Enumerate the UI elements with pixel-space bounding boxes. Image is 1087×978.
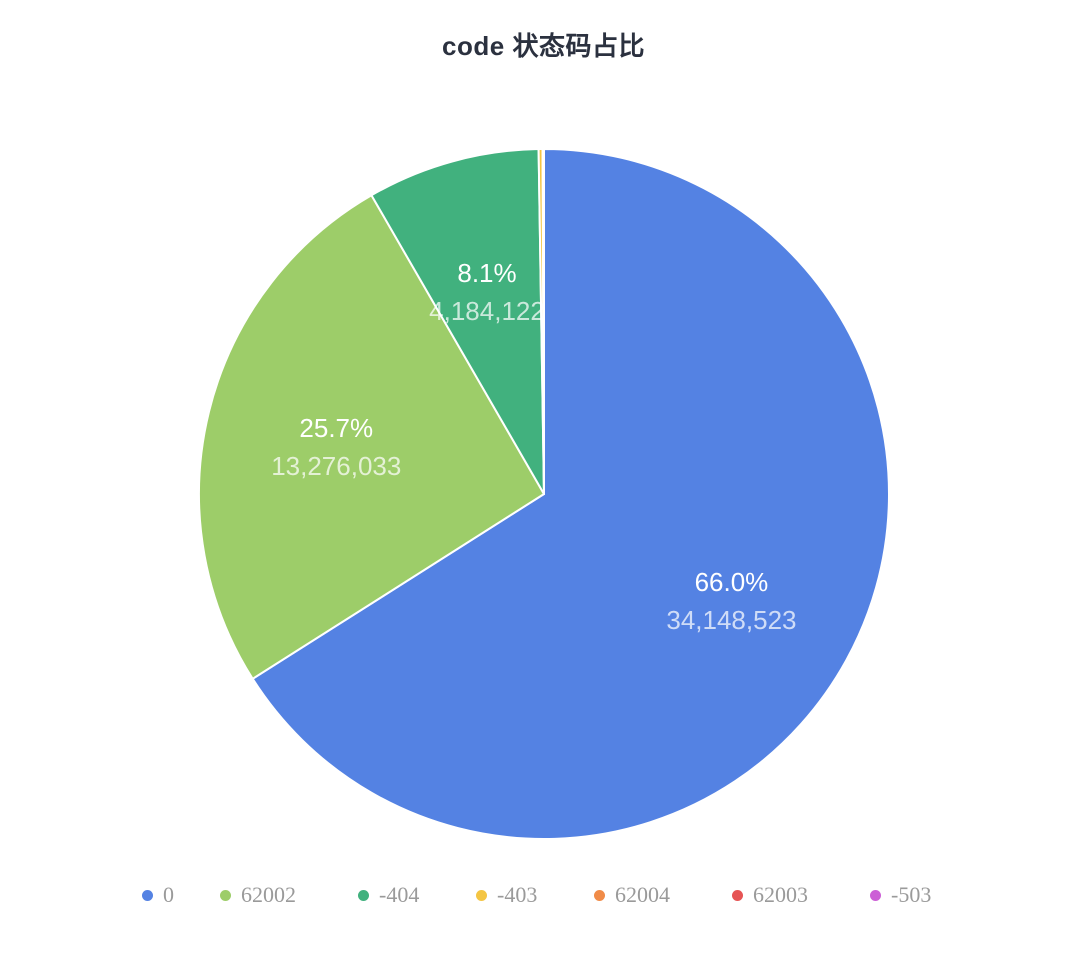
legend-label: -403	[497, 882, 538, 907]
pie-slice-m404[interactable]	[370, 148, 545, 495]
slice-percent-label: 8.1%	[457, 258, 516, 288]
slice-value-label: 13,276,033	[271, 451, 401, 481]
legend-label: -503	[891, 882, 932, 907]
legend-item-m404[interactable]: -404	[358, 880, 419, 910]
legend-label: 62004	[615, 882, 670, 907]
legend-label: -404	[379, 882, 420, 907]
legend-label: 62003	[753, 882, 808, 907]
legend-label: 62002	[241, 882, 296, 907]
legend-dot-icon	[476, 889, 487, 901]
chart-title: code 状态码占比	[442, 31, 645, 61]
legend-item-0[interactable]: 0	[142, 880, 174, 910]
pie-slice-0[interactable]	[251, 148, 890, 840]
legend-item-62003[interactable]: 62003	[732, 880, 808, 910]
slice-percent-label: 25.7%	[299, 413, 373, 443]
pie-slice-62002[interactable]	[198, 194, 545, 680]
slice-value-label: 4,184,122	[429, 296, 545, 326]
legend-dot-icon	[594, 889, 605, 901]
legend-item-62002[interactable]: 62002	[220, 880, 296, 910]
legend-dot-icon	[732, 889, 743, 901]
legend-item-m403[interactable]: -403	[476, 880, 537, 910]
legend-dot-icon	[142, 889, 153, 901]
legend-dot-icon	[220, 889, 231, 901]
legend-dot-icon	[358, 889, 369, 901]
legend-item-m503[interactable]: -503	[870, 880, 931, 910]
legend-dot-icon	[870, 889, 881, 901]
legend-label: 0	[163, 882, 174, 907]
legend-item-62004[interactable]: 62004	[594, 880, 670, 910]
slice-percent-label: 66.0%	[695, 567, 769, 597]
legend: 0 62002 -404 -403 62004 62003 -503	[0, 880, 1087, 910]
slice-value-label: 34,148,523	[666, 605, 796, 635]
